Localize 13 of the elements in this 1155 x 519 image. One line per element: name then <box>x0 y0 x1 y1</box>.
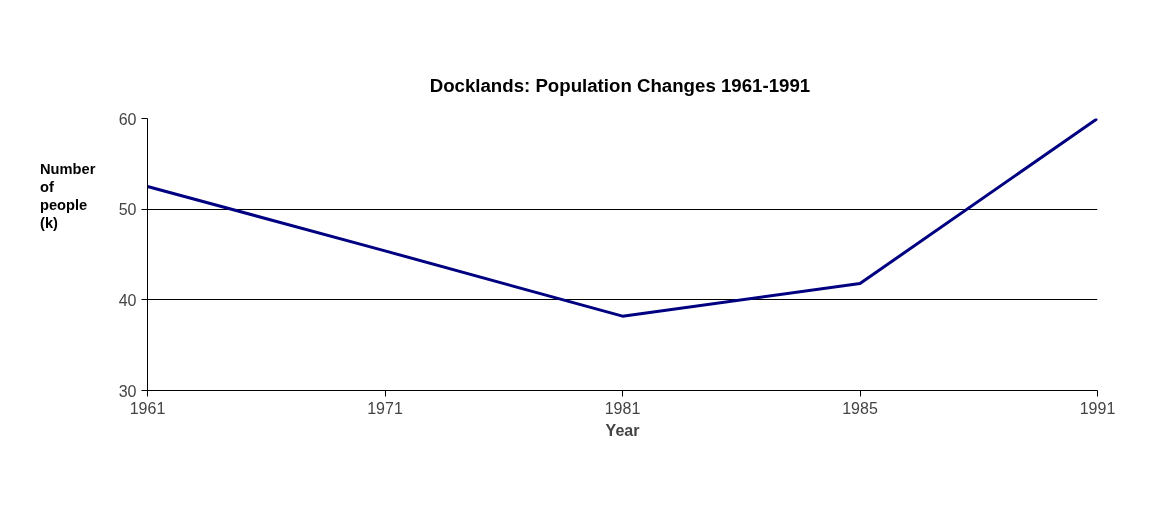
x-tick-label: 1985 <box>842 399 878 417</box>
y-tick-label: 50 <box>118 201 137 219</box>
y-tick-label: 60 <box>118 110 137 128</box>
x-tick-label: 1981 <box>604 399 641 417</box>
x-tick-label: 1991 <box>1079 399 1116 417</box>
line-series <box>147 118 1098 318</box>
chart-title: Docklands: Population Changes 1961-1991 <box>429 75 811 96</box>
x-tick-label: 1961 <box>129 399 166 417</box>
y-tick-label: 40 <box>118 291 137 309</box>
y-tick-label: 30 <box>118 382 137 400</box>
x-axis-title: Year <box>605 421 640 439</box>
y-axis-title: Number of people (k) <box>40 160 96 232</box>
x-tick-label: 1971 <box>367 399 403 417</box>
